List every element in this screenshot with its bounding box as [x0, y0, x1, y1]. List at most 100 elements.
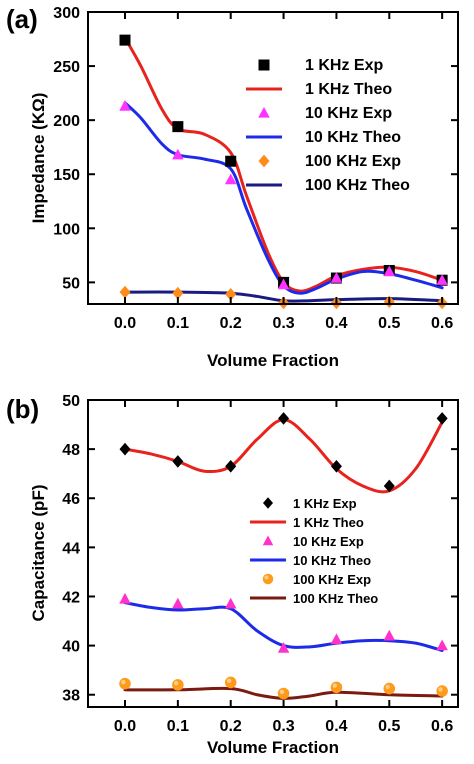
panel-a-impedance-chart: (a) 0.0 0.1 0.2 0.3 0.4 0.5 0.6 50 100 150 200 250 30…	[6, 4, 459, 370]
data-point-10-khz-exp	[330, 633, 343, 645]
data-point-100-khz-exp	[436, 685, 448, 697]
y-axis-title: Capacitance (pF)	[29, 485, 48, 622]
legend-label: 10 KHz Theo	[293, 553, 371, 568]
data-point-10-khz-exp	[383, 629, 396, 641]
data-point-1-khz-exp	[330, 459, 342, 473]
legend-item-1-khz-exp: 1 KHz Exp	[258, 57, 383, 74]
series-line-1-khz-theo	[123, 36, 444, 293]
x-axis: 0.0 0.1 0.2 0.3 0.4 0.5 0.6	[114, 12, 453, 332]
y-tick-label: 50	[62, 275, 80, 292]
data-point-100-khz-exp	[224, 676, 237, 689]
x-tick-label: 0.0	[114, 718, 136, 735]
legend-label: 1 KHz Theo	[305, 81, 392, 98]
data-point-10-khz-exp	[224, 173, 237, 185]
y-tick-label: 40	[62, 639, 80, 656]
data-point-10-khz-exp	[436, 639, 448, 651]
data-point-100-khz-exp	[119, 285, 131, 299]
x-tick-label: 0.4	[325, 718, 347, 735]
legend-label: 10 KHz Theo	[305, 129, 401, 146]
data-point-1-khz-exp	[225, 155, 237, 167]
data-point-10-khz-exp	[119, 100, 131, 111]
y-tick-label: 46	[62, 491, 80, 508]
legend-label: 10 KHz Exp	[305, 105, 392, 122]
y-tick-label: 100	[53, 221, 80, 238]
data-point-1-khz-exp	[225, 459, 237, 473]
legend-label: 1 KHz Exp	[293, 496, 357, 511]
data-point-1-khz-exp	[383, 479, 395, 493]
legend-marker-swatch	[258, 106, 270, 118]
plot-frame	[87, 11, 459, 305]
legend-item-10-khz-exp: 10 KHz Exp	[262, 534, 364, 549]
y-tick-label: 38	[62, 688, 80, 705]
y-tick-label: 42	[62, 589, 80, 606]
y-tick-label: 250	[53, 59, 80, 76]
legend-item-10-khz-exp: 10 KHz Exp	[258, 105, 392, 122]
data-point-10-khz-exp	[172, 148, 184, 160]
data-point-100-khz-exp	[277, 687, 290, 700]
plot-frame	[87, 399, 459, 708]
data-point-10-khz-exp	[277, 642, 290, 653]
legend-label: 100 KHz Exp	[293, 572, 371, 587]
legend-label: 1 KHz Theo	[293, 515, 364, 530]
x-tick-label: 0.6	[431, 315, 453, 332]
series-line-1-khz-theo	[123, 418, 444, 494]
x-tick-label: 0.2	[220, 315, 242, 332]
legend: 1 KHz Exp 1 KHz Theo 10 KHz Exp 10 KHz Theo…	[250, 496, 378, 606]
y-axis-title: Impedance (KΩ)	[29, 93, 48, 224]
y-tick-label: 50	[62, 393, 80, 410]
panel-label: (a)	[6, 4, 38, 34]
panel-b-capacitance-chart: (b) 0.0 0.1 0.2 0.3 0.4 0.5 0.6 38 40 42 44 46 48 50 Vo…	[6, 393, 459, 757]
legend-item-1-khz-theo: 1 KHz Theo	[250, 515, 364, 530]
data-point-10-khz-exp	[330, 271, 343, 283]
data-markers	[119, 412, 448, 700]
x-tick-label: 0.6	[431, 718, 453, 735]
data-point-100-khz-exp	[383, 682, 396, 695]
data-point-100-khz-exp	[119, 677, 131, 690]
legend-label: 100 KHz Theo	[305, 177, 410, 194]
data-point-10-khz-exp	[224, 597, 237, 609]
data-point-1-khz-exp	[172, 455, 184, 468]
x-tick-label: 0.1	[167, 315, 189, 332]
data-point-1-khz-exp	[119, 442, 131, 456]
legend-marker-swatch	[258, 154, 270, 168]
legend-label: 1 KHz Exp	[305, 57, 383, 74]
data-point-100-khz-exp	[225, 287, 237, 301]
legend-item-100-khz-theo: 100 KHz Theo	[250, 591, 378, 606]
legend-item-100-khz-theo: 100 KHz Theo	[246, 177, 410, 194]
x-tick-label: 0.3	[272, 315, 294, 332]
legend-marker-swatch	[262, 535, 274, 546]
data-point-10-khz-exp	[383, 265, 396, 277]
data-point-10-khz-exp	[119, 592, 131, 604]
legend-label: 10 KHz Exp	[293, 534, 364, 549]
legend-marker-swatch	[263, 497, 273, 509]
legend-marker-swatch	[258, 59, 270, 71]
data-point-100-khz-exp	[172, 679, 184, 691]
legend-marker-swatch	[262, 573, 274, 585]
x-tick-label: 0.5	[378, 315, 400, 332]
x-axis: 0.0 0.1 0.2 0.3 0.4 0.5 0.6	[114, 400, 453, 735]
x-tick-label: 0.0	[114, 315, 136, 332]
x-tick-label: 0.1	[167, 718, 189, 735]
y-tick-label: 44	[62, 540, 80, 557]
y-axis: 50 100 150 200 250 300	[53, 5, 458, 292]
legend: 1 KHz Exp 1 KHz Theo 10 KHz Exp 10 KHz Theo…	[246, 57, 410, 194]
data-point-1-khz-exp	[278, 412, 290, 425]
legend-item-1-khz-exp: 1 KHz Exp	[263, 496, 357, 511]
data-point-100-khz-exp	[330, 681, 343, 694]
x-axis-title: Volume Fraction	[207, 738, 339, 757]
legend-item-100-khz-exp: 100 KHz Exp	[262, 572, 371, 587]
y-tick-label: 150	[53, 167, 80, 184]
legend-item-1-khz-theo: 1 KHz Theo	[246, 81, 392, 98]
x-tick-label: 0.4	[325, 315, 347, 332]
x-tick-label: 0.3	[272, 718, 294, 735]
data-point-1-khz-exp	[436, 412, 448, 425]
data-point-100-khz-exp	[172, 286, 184, 300]
data-point-1-khz-exp	[119, 34, 131, 46]
legend-item-10-khz-theo: 10 KHz Theo	[250, 553, 371, 568]
legend-label: 100 KHz Theo	[293, 591, 378, 606]
y-tick-label: 300	[53, 5, 80, 22]
data-point-10-khz-exp	[277, 278, 290, 290]
legend-label: 100 KHz Exp	[305, 153, 401, 170]
data-point-10-khz-exp	[172, 597, 184, 609]
panel-label: (b)	[6, 394, 39, 424]
